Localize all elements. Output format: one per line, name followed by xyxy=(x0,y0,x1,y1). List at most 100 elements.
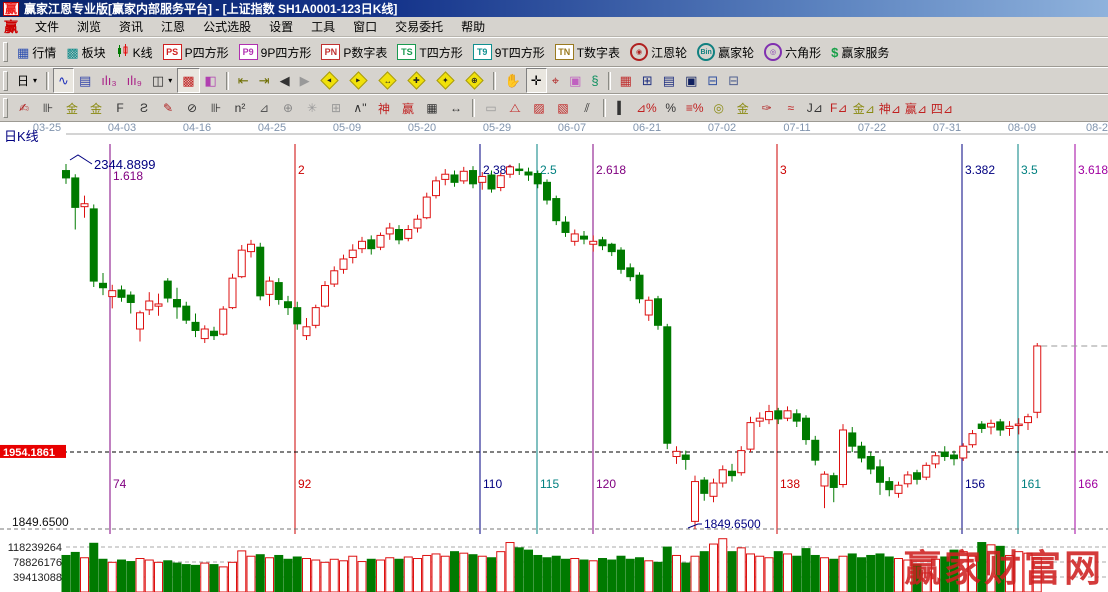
grid-box-tool-button[interactable]: ⊞ xyxy=(330,101,342,115)
candle-type-button[interactable]: ◫ ▾ xyxy=(147,68,177,93)
t-square-button[interactable]: TS T四方形 xyxy=(392,40,467,65)
pointer-a-button[interactable]: ⌖ xyxy=(547,68,564,93)
pan-hand-button[interactable]: ✋ xyxy=(500,68,526,93)
zoom-in-x-button[interactable]: ▸ xyxy=(344,68,373,93)
style-button[interactable]: § xyxy=(586,68,603,93)
9p-square-icon: P9 xyxy=(238,44,258,60)
next-bar-button[interactable]: ▶ xyxy=(295,68,315,93)
si-angle-tool-button[interactable]: 四⊿ xyxy=(930,101,953,116)
gold-circle-tool-button[interactable]: ◎ xyxy=(713,101,724,115)
percent-tool-button[interactable]: % xyxy=(665,101,677,115)
winner-wheel-button[interactable]: Bin 赢家轮 xyxy=(692,40,759,65)
zoom-reset-button[interactable]: ⊕ xyxy=(460,68,489,93)
gold-angle-tool-button[interactable]: 金⊿ xyxy=(852,101,875,116)
marker-pen-tool-button[interactable]: ✎ xyxy=(162,101,174,115)
gold-lines-tool-button[interactable]: 金 xyxy=(736,101,749,116)
clipboard-button[interactable]: ▣ xyxy=(564,68,586,93)
last-bar-button[interactable]: ⇥ xyxy=(254,68,275,93)
hexagon-icon: ◎ xyxy=(764,43,783,61)
menu-item-tools[interactable]: 工具 xyxy=(311,19,336,34)
menu-item-settings[interactable]: 设置 xyxy=(269,19,294,34)
calculator-button[interactable]: ⊞ xyxy=(637,68,658,93)
prev-bar-button[interactable]: ◀ xyxy=(275,68,295,93)
save-button[interactable]: ▣ xyxy=(680,68,702,93)
percent-angle-tool-button[interactable]: ⊿% xyxy=(636,101,657,115)
n-square-tool-button[interactable]: n² xyxy=(234,101,246,115)
crosshair-button[interactable]: ✛ xyxy=(525,68,547,93)
wave-tool-button[interactable]: ∧'' xyxy=(353,101,367,115)
hatch-box-1-tool-button[interactable]: ▨ xyxy=(533,101,545,115)
zoom-out-x-button[interactable]: ◂ xyxy=(315,68,344,93)
gann-circle-small-tool-button[interactable]: ⊘ xyxy=(186,101,198,115)
star-burst-tool-button[interactable]: ✳ xyxy=(306,101,318,115)
volume-bar xyxy=(394,558,404,592)
ma-9-button[interactable]: ılı₉ xyxy=(122,68,147,93)
shen-angle-tool-button[interactable]: 神⊿ xyxy=(878,101,901,116)
9p-square-button[interactable]: P9 9P四方形 xyxy=(234,40,317,65)
toolbar-grip[interactable] xyxy=(3,42,8,62)
toolbar-grip[interactable] xyxy=(3,98,8,118)
ying-angle-tool-button[interactable]: 赢⊿ xyxy=(904,101,927,116)
quotes-button[interactable]: ▦ 行情 xyxy=(12,40,61,65)
menu-item-help[interactable]: 帮助 xyxy=(461,19,486,34)
rect-select-tool-button[interactable]: ▭ xyxy=(485,101,497,115)
s-grid-tool-button[interactable]: Ƨ xyxy=(139,101,148,115)
menu-item-window[interactable]: 窗口 xyxy=(353,19,378,34)
p-square-button[interactable]: PS P四方形 xyxy=(158,40,234,65)
zoom-all-button[interactable]: ✦ xyxy=(431,68,460,93)
color-levels-button[interactable]: ◧ xyxy=(200,68,222,93)
brush-tool-button[interactable]: ✍ xyxy=(18,101,30,115)
candle-body xyxy=(829,475,838,488)
f-angle-tool-button[interactable]: F⊿ xyxy=(830,101,848,115)
chart-canvas[interactable]: 03-25 04-03 04-16 04-25 05-09 05-20 05-29 06-07… xyxy=(0,122,1108,592)
menu-item-gann[interactable]: 江恩 xyxy=(161,19,186,34)
gann-fan-tool-button[interactable]: ⧍ xyxy=(509,100,521,115)
info-panel-button[interactable]: ▤ xyxy=(74,68,96,93)
9t-square-button[interactable]: T9 9T四方形 xyxy=(468,40,550,65)
j-angle-tool-button[interactable]: J⊿ xyxy=(806,101,823,115)
gold-grid-1-tool-button[interactable]: 金 xyxy=(65,101,78,116)
hatch-box-2-tool-button[interactable]: ▧ xyxy=(557,101,569,115)
sectors-button[interactable]: ▩ 板块 xyxy=(61,40,110,65)
width-measure-tool-button[interactable]: ↔ xyxy=(450,101,462,115)
notes-button[interactable]: ▤ xyxy=(658,68,680,93)
menu-item-file[interactable]: 文件 xyxy=(35,19,60,34)
gold-grid-2-tool-button[interactable]: 金 xyxy=(89,101,102,116)
kline-style-button[interactable]: ∿ xyxy=(53,68,74,93)
ruler-tool-button[interactable]: ⊪ xyxy=(210,101,222,115)
period-day-button[interactable]: 日 ▾ xyxy=(12,68,42,93)
hexagon-button[interactable]: ◎ 六角形 xyxy=(759,40,826,65)
gann-wheel-button[interactable]: ◉ 江恩轮 xyxy=(625,40,692,65)
channel-tool-button[interactable]: ≈ xyxy=(787,101,795,115)
ma-3-button[interactable]: ılı₃ xyxy=(96,68,121,93)
menu-item-trade-entrust[interactable]: 交易委托 xyxy=(395,19,444,34)
grid-tool-button[interactable]: ⊪ xyxy=(42,101,54,115)
volume-bar xyxy=(718,538,728,592)
ink-pen-tool-button[interactable]: ✑ xyxy=(761,101,772,115)
stats-bars-tool-button[interactable]: ▍ xyxy=(617,101,627,115)
kline-button[interactable]: K线 xyxy=(111,40,158,65)
angle-tool-button[interactable]: ⊿ xyxy=(258,101,270,115)
winner-service-button[interactable]: $ 赢家服务 xyxy=(826,40,894,65)
print-button[interactable]: ⊟ xyxy=(723,68,744,93)
parallel-lines-tool-button[interactable]: ⫽ xyxy=(584,100,590,115)
grid-123-tool-button[interactable]: ▦ xyxy=(426,101,438,115)
print-preview-button[interactable]: ⊟ xyxy=(702,68,723,93)
menu-item-browse[interactable]: 浏览 xyxy=(77,19,102,34)
first-bar-button[interactable]: ⇤ xyxy=(233,68,254,93)
ying-grid-tool-button[interactable]: 赢 xyxy=(401,101,414,116)
p-number-table-button[interactable]: PN P数字表 xyxy=(316,40,392,65)
menu-item-formula-stock-pick[interactable]: 公式选股 xyxy=(203,19,252,34)
candle-body xyxy=(200,328,209,340)
t-number-table-button[interactable]: TN T数字表 xyxy=(550,40,625,65)
f-grid-tool-button[interactable]: F xyxy=(116,101,124,115)
shen-grid-tool-button[interactable]: 神 xyxy=(377,101,390,116)
menu-item-news[interactable]: 资讯 xyxy=(119,19,144,34)
zoom-in-button[interactable]: ✚ xyxy=(402,68,431,93)
calendar-21-button[interactable]: ▦ xyxy=(615,68,637,93)
pattern-button[interactable]: ▩ xyxy=(177,68,200,93)
toolbar-grip[interactable] xyxy=(3,70,8,91)
zoom-fit-x-button[interactable]: ↔ xyxy=(373,68,402,93)
gann-circle-tool-button[interactable]: ⊕ xyxy=(282,101,294,115)
percent-lines-tool-button[interactable]: ≡% xyxy=(685,101,704,115)
